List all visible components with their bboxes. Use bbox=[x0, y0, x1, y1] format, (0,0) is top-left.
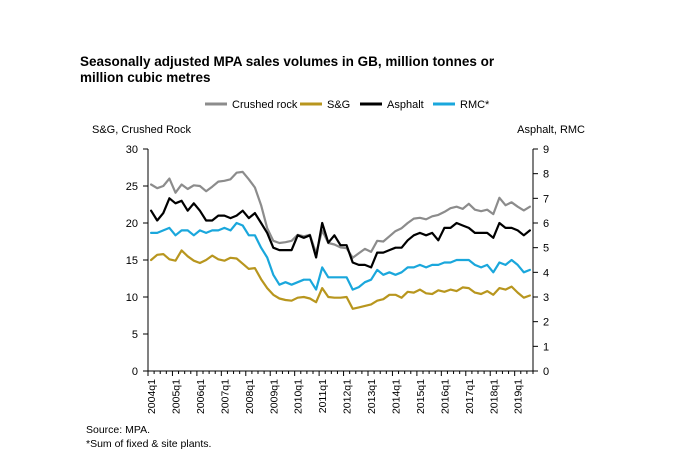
right-tick-label: 9 bbox=[543, 144, 549, 156]
left-tick-label: 5 bbox=[132, 329, 138, 341]
x-tick-label: 2017q1 bbox=[464, 379, 476, 414]
x-tick-label: 2011q1 bbox=[317, 379, 329, 413]
right-tick-label: 3 bbox=[543, 292, 549, 304]
legend: Crushed rock S&G Asphalt RMC* bbox=[205, 99, 490, 111]
series-line-crushed-rock bbox=[150, 170, 532, 259]
legend-label: RMC* bbox=[460, 99, 490, 111]
axes: 0 5 10 15 20 25 30 0 1 2 3 4 5 6 7 8 9 2004q1 2005q1 2006q1… bbox=[126, 144, 549, 414]
right-tick-label: 8 bbox=[543, 169, 549, 181]
x-tick-label: 2019q1 bbox=[513, 379, 525, 414]
series-lines bbox=[150, 170, 532, 310]
legend-label: S&G bbox=[327, 99, 350, 111]
x-tick-label: 2008q1 bbox=[244, 379, 256, 414]
legend-label: Crushed rock bbox=[232, 99, 298, 111]
source-note: Source: MPA. bbox=[86, 424, 150, 436]
x-tick-label: 2016q1 bbox=[439, 379, 451, 414]
x-tick-label: 2006q1 bbox=[195, 379, 207, 414]
right-axis-title: Asphalt, RMC bbox=[517, 124, 585, 136]
right-tick-label: 4 bbox=[543, 267, 549, 279]
chart-title: Seasonally adjusted MPA sales volumes in… bbox=[80, 54, 495, 85]
series-line-asphalt bbox=[150, 197, 532, 269]
series-line-s-g bbox=[150, 249, 532, 310]
left-tick-label: 20 bbox=[126, 218, 138, 230]
legend-label: Asphalt bbox=[387, 99, 424, 111]
x-tick-label: 2009q1 bbox=[268, 379, 280, 414]
x-tick-label: 2007q1 bbox=[219, 379, 231, 414]
left-tick-label: 25 bbox=[126, 181, 138, 193]
x-tick-label: 2004q1 bbox=[146, 379, 158, 414]
left-tick-label: 30 bbox=[126, 144, 138, 156]
x-tick-label: 2005q1 bbox=[171, 379, 183, 414]
x-tick-label: 2015q1 bbox=[415, 379, 427, 414]
left-tick-label: 15 bbox=[126, 255, 138, 267]
x-tick-label: 2014q1 bbox=[391, 379, 403, 414]
right-tick-label: 2 bbox=[543, 317, 549, 329]
right-tick-label: 5 bbox=[543, 243, 549, 255]
x-tick-label: 2010q1 bbox=[293, 379, 305, 414]
left-axis-title: S&G, Crushed Rock bbox=[92, 124, 192, 136]
x-tick-label: 2012q1 bbox=[342, 379, 354, 414]
right-tick-label: 6 bbox=[543, 218, 549, 230]
right-tick-label: 0 bbox=[543, 366, 549, 378]
left-tick-label: 0 bbox=[132, 366, 138, 378]
right-tick-label: 7 bbox=[543, 193, 549, 205]
series-line-rmc bbox=[150, 221, 532, 291]
footnote: *Sum of fixed & site plants. bbox=[86, 438, 212, 450]
right-tick-label: 1 bbox=[543, 341, 549, 353]
x-tick-label: 2018q1 bbox=[488, 379, 500, 414]
x-tick-label: 2013q1 bbox=[366, 379, 378, 414]
left-tick-label: 10 bbox=[126, 292, 138, 304]
